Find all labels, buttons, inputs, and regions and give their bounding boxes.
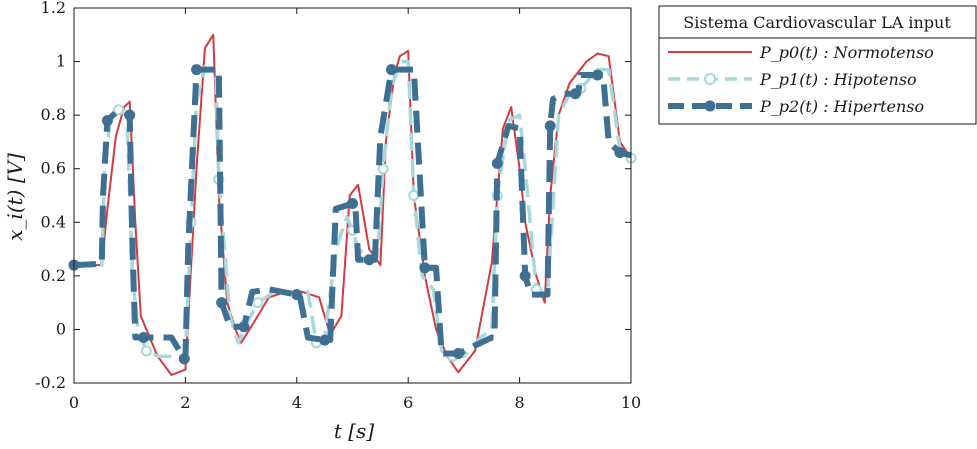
legend-marker-1 bbox=[704, 73, 716, 85]
series-line-2 bbox=[73, 66, 632, 362]
x-tick-label: 8 bbox=[515, 393, 525, 412]
axes: 0 2 4 6 8 10-0.200.20.40.60.811.2 bbox=[35, 0, 641, 412]
y-tick-label: 0.2 bbox=[41, 266, 66, 285]
y-axis-label: x_i(t) [V] bbox=[3, 153, 27, 241]
series-1-marker bbox=[113, 104, 125, 116]
x-tick-label: 10 bbox=[621, 393, 641, 412]
series-2-marker bbox=[592, 69, 604, 81]
y-tick-label: 1 bbox=[56, 52, 66, 71]
legend-entry-0: P_p0(t) : Normotenso bbox=[759, 43, 934, 62]
series-2-marker bbox=[319, 334, 331, 346]
legend-title-box bbox=[658, 5, 977, 39]
series-2-marker bbox=[216, 297, 228, 309]
legend-entries: P_p0(t) : Normotenso P_p1(t) : Hipotenso P… bbox=[668, 43, 934, 116]
axes-box bbox=[73, 7, 632, 384]
legend-entry-2: P_p2(t) : Hipertenso bbox=[759, 97, 924, 116]
x-tick-label: 6 bbox=[403, 393, 413, 412]
series-line-1 bbox=[74, 59, 633, 358]
series-2-marker bbox=[347, 198, 358, 210]
y-tick-label: 0.6 bbox=[41, 159, 66, 178]
series-2-marker bbox=[238, 321, 250, 333]
legend: Sistema Cardiovascular LA input P_p0(t) … bbox=[658, 5, 977, 125]
series-2-marker bbox=[191, 64, 203, 76]
x-tick-label: 2 bbox=[180, 393, 190, 412]
x-axis-label: t [s] bbox=[334, 419, 374, 443]
series-2-marker bbox=[178, 353, 190, 365]
y-tick-label: 1.2 bbox=[41, 0, 66, 17]
series-2-marker bbox=[569, 88, 581, 100]
y-tick-label: 0.8 bbox=[41, 105, 66, 124]
series-line-0 bbox=[74, 33, 632, 376]
series-2-marker bbox=[544, 120, 556, 132]
y-tick-label: 0 bbox=[56, 319, 66, 338]
y-tick-label: 0.4 bbox=[41, 212, 66, 231]
y-tick-label: -0.2 bbox=[35, 373, 66, 392]
series-2-marker bbox=[419, 262, 431, 274]
series-1-marker bbox=[408, 190, 420, 201]
legend-entry-1: P_p1(t) : Hipotenso bbox=[759, 70, 917, 89]
legend-marker-2 bbox=[704, 100, 716, 112]
series-2-marker bbox=[138, 331, 150, 343]
legend-title: Sistema Cardiovascular LA input bbox=[683, 13, 951, 32]
x-tick-label: 0 bbox=[69, 393, 79, 412]
series-2-marker bbox=[101, 115, 113, 126]
series-2-marker bbox=[519, 270, 531, 282]
series-2-marker bbox=[124, 109, 136, 121]
series-2-marker bbox=[614, 147, 626, 159]
plot-area bbox=[68, 33, 637, 376]
x-tick-label: 4 bbox=[292, 393, 302, 412]
series-1-marker bbox=[140, 345, 152, 357]
series-2-marker bbox=[491, 157, 503, 169]
series-2-marker bbox=[363, 254, 375, 266]
series-1-marker bbox=[377, 163, 389, 175]
series-2-marker bbox=[291, 289, 303, 301]
series-2-marker bbox=[452, 348, 464, 360]
series-2-marker bbox=[385, 64, 397, 76]
series-1-marker bbox=[252, 297, 264, 309]
